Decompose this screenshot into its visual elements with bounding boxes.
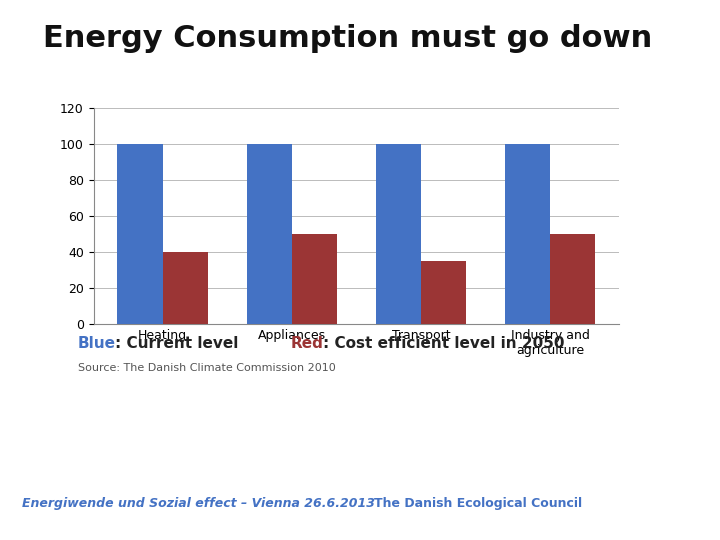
Bar (550, 234, 595, 324)
Text: : Cost efficient level in 2050: : Cost efficient level in 2050 (323, 336, 564, 351)
Text: Blue: Blue (78, 336, 116, 351)
Bar (421, 261, 466, 324)
Text: Red: Red (291, 336, 324, 351)
Bar (505, 144, 550, 324)
Text: Energiwende und Sozial effect – Vienna 26.6.2013: Energiwende und Sozial effect – Vienna 2… (22, 497, 374, 510)
Text: : Current level: : Current level (115, 336, 238, 351)
Text: Source: The Danish Climate Commission 2010: Source: The Danish Climate Commission 20… (78, 363, 336, 373)
Bar (247, 144, 292, 324)
Text: Energy Consumption must go down: Energy Consumption must go down (43, 24, 652, 53)
Bar (376, 144, 421, 324)
Text: The Danish Ecological Council: The Danish Ecological Council (374, 497, 582, 510)
Bar (117, 144, 163, 324)
Bar (292, 234, 337, 324)
Bar (163, 252, 208, 324)
